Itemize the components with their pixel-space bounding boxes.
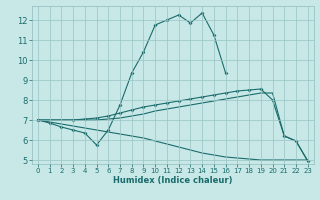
X-axis label: Humidex (Indice chaleur): Humidex (Indice chaleur): [113, 176, 233, 185]
